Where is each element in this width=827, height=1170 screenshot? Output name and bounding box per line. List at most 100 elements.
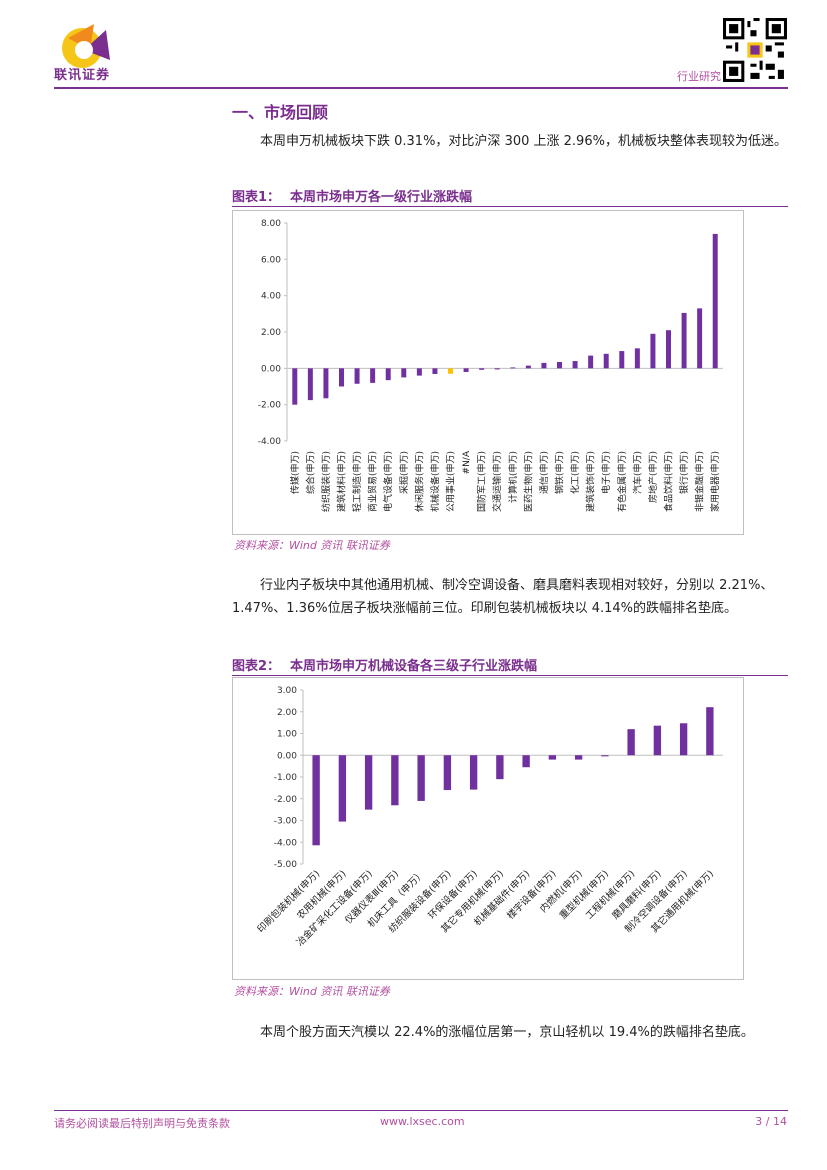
y-tick-label: 2.00 (277, 708, 297, 718)
y-tick-label: 0.00 (277, 751, 297, 761)
paragraph-subsector-summary: 行业内子板块中其他通用机械、制冷空调设备、磨具磨料表现相对较好，分别以 2.21… (232, 578, 774, 616)
bar-16 (541, 362, 547, 369)
category-label: 采掘(申万) (398, 451, 410, 494)
bar-15 (525, 365, 531, 369)
category-label: 纺织服装(申万) (320, 451, 332, 512)
category-label: 建筑材料(申万) (336, 451, 348, 512)
bar-5 (370, 368, 376, 383)
y-tick-label: -2.00 (274, 795, 298, 805)
y-tick-label: -2.00 (258, 401, 282, 411)
header-label: 行业研究 (677, 70, 721, 83)
figure-1-source: 资料来源：Wind 资讯 联讯证券 (234, 539, 390, 552)
bar-17 (557, 361, 562, 369)
category-label: 交通运输(申万) (491, 451, 503, 512)
bar-27 (712, 233, 718, 369)
y-tick-label: 0.00 (261, 364, 281, 374)
category-label: 电子(申万) (600, 451, 612, 494)
bar-22 (634, 348, 640, 369)
paragraph-stock-summary: 本周个股方面天汽模以 22.4%的涨幅位居第一，京山轻机以 19.4%的跌幅排名… (260, 1025, 754, 1040)
page-number: 3 / 14 (755, 1115, 787, 1128)
bar-2 (364, 755, 373, 810)
category-label: 家用电器(申万) (709, 451, 721, 512)
category-label: 非银金融(申万) (694, 451, 706, 512)
figure-1-title: 本周市场申万各一级行业涨跌幅 (290, 190, 473, 205)
y-tick-label: -3.00 (274, 817, 298, 827)
y-tick-label: -4.00 (258, 437, 282, 447)
bar-25 (681, 312, 687, 369)
section-title: 一、市场回顾 (232, 103, 329, 122)
bar-11 (463, 368, 469, 372)
bar-14 (510, 367, 516, 369)
bar-1 (338, 755, 347, 822)
y-tick-label: -5.00 (274, 860, 298, 870)
industry-change-chart: 8.00 6.00 4.00 2.00 0.00 -2.00 -4.00 传媒(申万) 综合(申… (232, 210, 744, 535)
category-label: 医药生物(申万) (522, 451, 534, 512)
bar-0 (312, 755, 320, 846)
bar-1 (307, 368, 313, 401)
bar-14 (679, 723, 688, 756)
header-divider (54, 87, 788, 89)
bar-0 (292, 368, 298, 405)
bar-9 (548, 755, 557, 760)
figure-1-divider (232, 206, 788, 207)
category-label: #N/A (462, 450, 472, 474)
figure-2-title: 本周市场申万机械设备各三级子行业涨跌幅 (290, 659, 538, 674)
y-tick-label: -4.00 (274, 838, 298, 848)
disclaimer-notice: 请务必阅读最后特别声明与免责条款 (54, 1117, 230, 1130)
figure-2-number: 图表2： (232, 659, 281, 674)
footer-divider (54, 1110, 788, 1111)
bar-2 (323, 368, 329, 399)
bar-8 (522, 755, 530, 768)
website-link[interactable]: www.lxsec.com (380, 1115, 465, 1128)
y-tick-label: 6.00 (261, 255, 281, 265)
bar-11 (601, 755, 609, 757)
bar-3 (339, 368, 344, 387)
machinery-subsector-chart: 3.00 2.00 1.00 0.00 -1.00 -2.00 -3.00 -4.00 -5.0… (232, 677, 744, 980)
bar-7 (496, 755, 504, 780)
category-label: 商业贸易(申万) (367, 451, 379, 512)
bar-19 (588, 355, 594, 369)
category-label: 食品饮料(申万) (663, 451, 675, 512)
bar-8 (416, 368, 422, 376)
bar-26 (697, 308, 703, 369)
bar-18 (572, 361, 578, 369)
machinery-subsector-chart-svg: 3.00 2.00 1.00 0.00 -1.00 -2.00 -3.00 -4.00 -5.0… (255, 686, 723, 949)
figure-1-number: 图表1： (232, 190, 281, 205)
category-label: 通信(申万) (538, 451, 550, 494)
category-label: 化工(申万) (569, 451, 581, 494)
figure-2-caption: 图表2： 本周市场申万机械设备各三级子行业涨跌幅 (232, 655, 537, 674)
y-tick-label: 2.00 (261, 328, 281, 338)
bar-20 (603, 353, 609, 369)
category-label: 钢铁(申万) (554, 451, 566, 494)
bar-7 (401, 368, 407, 378)
bar-21 (619, 351, 625, 369)
y-tick-label: 4.00 (261, 292, 281, 302)
category-label: 有色金属(申万) (616, 451, 628, 512)
industry-change-chart-svg: 8.00 6.00 4.00 2.00 0.00 -2.00 -4.00 传媒(申万) 综合(申… (258, 219, 723, 512)
bar-10 (574, 755, 583, 760)
bar-4 (417, 755, 425, 801)
category-label: 轻工制造(申万) (351, 451, 363, 512)
category-label: 银行(申万) (678, 451, 690, 494)
category-label: 休闲服务(申万) (413, 451, 425, 512)
category-label: 机械设备(申万) (429, 451, 441, 512)
company-logo (62, 24, 110, 68)
figure-2-divider (232, 675, 788, 676)
category-label: 传媒(申万) (289, 451, 301, 494)
figure-2-source: 资料来源：Wind 资讯 联讯证券 (234, 985, 390, 998)
category-label: 电气设备(申万) (382, 451, 394, 512)
bar-12 (627, 729, 635, 756)
logo-text: 联讯证券 (54, 68, 111, 83)
bar-9 (432, 368, 438, 374)
category-label: 公用事业(申万) (445, 451, 457, 512)
category-label: 房地产(申万) (647, 451, 659, 503)
y-tick-label: 1.00 (277, 730, 297, 740)
bar-10 (448, 368, 453, 374)
figure-1-caption: 图表1： 本周市场申万各一级行业涨跌幅 (232, 186, 472, 205)
y-tick-label: 8.00 (261, 219, 281, 229)
category-label: 国防军工(申万) (476, 451, 488, 512)
bar-12 (479, 368, 485, 370)
category-label: 综合(申万) (304, 451, 316, 494)
bar-3 (391, 755, 399, 806)
bar-15 (706, 707, 714, 756)
